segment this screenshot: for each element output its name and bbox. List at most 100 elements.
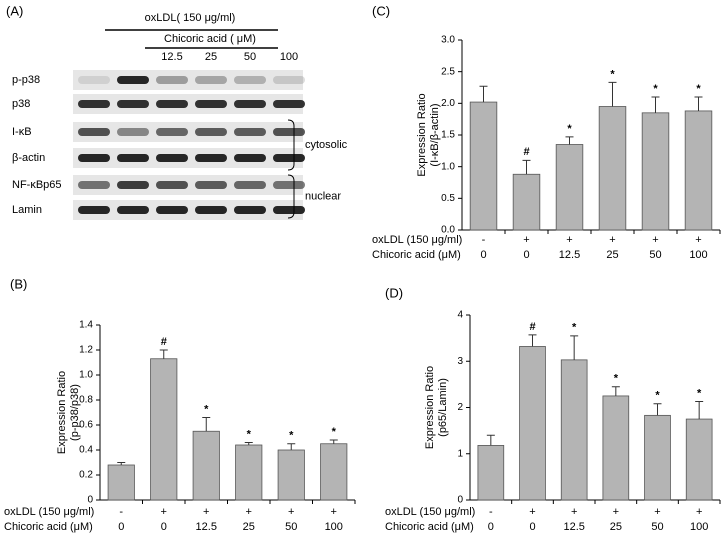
bar (235, 444, 263, 501)
error-bar (570, 335, 579, 360)
blot-band (273, 206, 305, 214)
blot-band (117, 128, 149, 136)
x-row-value: 0 (523, 249, 529, 261)
significance-mark: * (567, 123, 572, 135)
row-label: Chicoric acid (μM) (385, 521, 474, 533)
error-bar (611, 386, 620, 396)
blot-band (195, 206, 227, 214)
bar (192, 430, 220, 501)
x-row-value: + (566, 234, 572, 246)
y-tick-label: 1.5 (441, 130, 455, 141)
blot-band (117, 154, 149, 162)
bar (641, 112, 670, 231)
y-tick-label: 2.0 (441, 98, 455, 109)
x-row-value: 50 (285, 521, 297, 533)
y-tick-label: 0.2 (79, 470, 93, 481)
x-row-value: 50 (651, 521, 663, 533)
significance-mark: # (161, 336, 167, 348)
blot-band (117, 100, 149, 108)
significance-mark: * (289, 430, 294, 442)
y-tick-label: 1.0 (79, 370, 93, 381)
y-axis-label: Expression Ratio (56, 371, 68, 454)
y-tick-label: 0.4 (79, 445, 93, 456)
significance-mark: # (523, 146, 529, 158)
bar (512, 173, 541, 231)
error-bar (522, 159, 531, 175)
blot-treatment: oxLDL( 150 μg/ml) (145, 12, 236, 24)
x-row-value: + (331, 506, 337, 518)
y-axis-label: Expression Ratio (416, 93, 428, 176)
significance-mark: * (332, 426, 337, 438)
y-tick-label: 0.5 (441, 193, 455, 204)
bar (477, 445, 505, 501)
bar (277, 449, 305, 501)
bar (684, 110, 713, 231)
group-label: cytosolic (305, 139, 348, 151)
significance-mark: * (697, 387, 702, 399)
x-row-value: 25 (610, 521, 622, 533)
significance-mark: * (614, 373, 619, 385)
blot-band (195, 181, 227, 189)
panel-label: (A) (6, 3, 23, 18)
y-tick-label: 0 (457, 495, 463, 506)
x-row-value: 25 (606, 249, 618, 261)
error-bar (117, 462, 126, 465)
x-row-value: 12.5 (196, 521, 217, 533)
y-tick-label: 2 (457, 402, 463, 413)
blot-band (195, 128, 227, 136)
x-row-value: 0 (161, 521, 167, 533)
error-bar (694, 96, 703, 111)
x-row-value: 0 (480, 249, 486, 261)
blot-row-label: Lamin (12, 204, 42, 216)
x-row-value: + (613, 506, 619, 518)
x-row-value: + (523, 234, 529, 246)
y-tick-label: 0.0 (441, 225, 455, 236)
bar (150, 358, 178, 501)
error-bar (651, 96, 660, 113)
error-bar (486, 434, 495, 446)
x-row-value: + (652, 234, 658, 246)
bar (555, 144, 584, 231)
group-label: nuclear (305, 190, 341, 202)
y-axis-label: (p65/Lamin) (437, 378, 449, 437)
y-tick-label: 4 (457, 310, 463, 321)
bar (469, 101, 498, 231)
panel-label: (D) (385, 285, 403, 300)
bracket (287, 119, 295, 171)
x-row-value: + (246, 506, 252, 518)
y-tick-label: 1 (457, 448, 463, 459)
x-row-value: + (571, 506, 577, 518)
error-bar (653, 403, 662, 416)
error-bar (528, 334, 537, 347)
blot-band (156, 154, 188, 162)
blot-band (117, 181, 149, 189)
x-row-value: 50 (649, 249, 661, 261)
concentration-label: 25 (205, 51, 217, 63)
blot-band (273, 128, 305, 136)
panel-label: (C) (372, 3, 390, 18)
blot-band (234, 154, 266, 162)
concentration-label: 50 (244, 51, 256, 63)
blot-band (117, 206, 149, 214)
x-row-value: + (529, 506, 535, 518)
x-row-value: + (203, 506, 209, 518)
y-tick-label: 2.5 (441, 66, 455, 77)
blot-band (195, 76, 227, 84)
x-row-value: 25 (243, 521, 255, 533)
concentration-label: 12.5 (161, 51, 182, 63)
error-bar (695, 400, 704, 420)
blot-band (273, 181, 305, 189)
y-tick-label: 3.0 (441, 35, 455, 46)
blot-band (234, 100, 266, 108)
x-row-value: + (609, 234, 615, 246)
x-row-value: + (654, 506, 660, 518)
significance-mark: * (572, 322, 577, 334)
x-row-value: 0 (118, 521, 124, 533)
blot-band (156, 76, 188, 84)
y-tick-label: 0 (87, 495, 93, 506)
bar (685, 418, 713, 501)
blot-band (195, 100, 227, 108)
y-axis-label: (I-κB/β-actin) (429, 103, 441, 166)
x-row-value: 100 (690, 521, 708, 533)
x-row-value: - (119, 506, 123, 518)
